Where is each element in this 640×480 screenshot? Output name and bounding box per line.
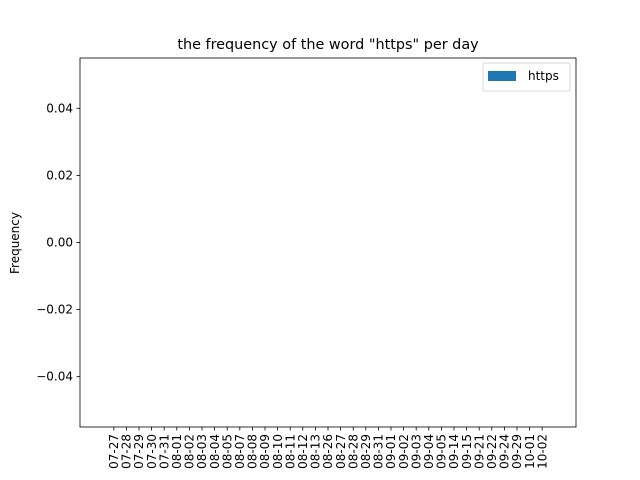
x-tick-label: 07-27 [107, 434, 121, 469]
x-tick-label: 07-30 [145, 434, 159, 469]
x-tick-label: 08-02 [183, 434, 197, 469]
x-tick-label: 09-24 [498, 434, 512, 469]
x-tick-label: 08-05 [220, 434, 234, 469]
legend: https [482, 62, 571, 92]
x-tick-label: 08-04 [208, 434, 222, 469]
legend-swatch-https [488, 71, 516, 81]
x-tick-label: 07-31 [157, 434, 171, 469]
x-tick-label: 08-12 [296, 434, 310, 469]
x-tick-label: 07-29 [132, 434, 146, 469]
x-tick-label: 08-01 [170, 434, 184, 469]
x-tick-label: 08-29 [359, 434, 373, 469]
x-tick-label: 09-03 [409, 434, 423, 469]
x-tick-label: 09-15 [460, 434, 474, 469]
x-tick-label: 08-09 [258, 434, 272, 469]
x-tick-label: 08-31 [372, 434, 386, 469]
x-tick-label: 08-28 [346, 434, 360, 469]
y-tick-label: 0.00 [46, 236, 73, 250]
x-tick-label: 10-01 [523, 434, 537, 469]
y-axis-label: Frequency [8, 212, 22, 274]
y-tick-label: 0.02 [46, 168, 73, 182]
x-tick-label: 09-21 [472, 434, 486, 469]
y-tick-label: 0.04 [46, 101, 73, 115]
x-tick-label: 09-22 [485, 434, 499, 469]
x-tick-label: 09-01 [384, 434, 398, 469]
x-tick-label: 08-08 [246, 434, 260, 469]
y-axis: −0.04 −0.02 0.00 0.02 0.04 [36, 101, 80, 384]
x-axis: 07-2707-2807-2907-3007-3108-0108-0208-03… [107, 427, 549, 469]
chart-title: the frequency of the word "https" per da… [177, 37, 479, 53]
y-tick-label: −0.04 [36, 370, 73, 384]
x-tick-label: 08-11 [283, 434, 297, 469]
x-tick-label: 08-03 [195, 434, 209, 469]
x-tick-label: 07-28 [120, 434, 134, 469]
legend-label-https: https [528, 69, 559, 83]
x-tick-label: 08-27 [334, 434, 348, 469]
x-tick-label: 08-10 [271, 434, 285, 469]
x-tick-label: 09-29 [510, 434, 524, 469]
x-tick-label: 09-05 [435, 434, 449, 469]
x-tick-label: 09-14 [447, 434, 461, 469]
y-tick-label: −0.02 [36, 303, 73, 317]
x-tick-label: 08-26 [321, 434, 335, 469]
x-tick-label: 08-07 [233, 434, 247, 469]
x-tick-label: 09-04 [422, 434, 436, 469]
legend-box [482, 62, 571, 92]
x-tick-label: 10-02 [535, 434, 549, 469]
x-tick-label: 08-13 [309, 434, 323, 469]
x-tick-label: 09-02 [397, 434, 411, 469]
